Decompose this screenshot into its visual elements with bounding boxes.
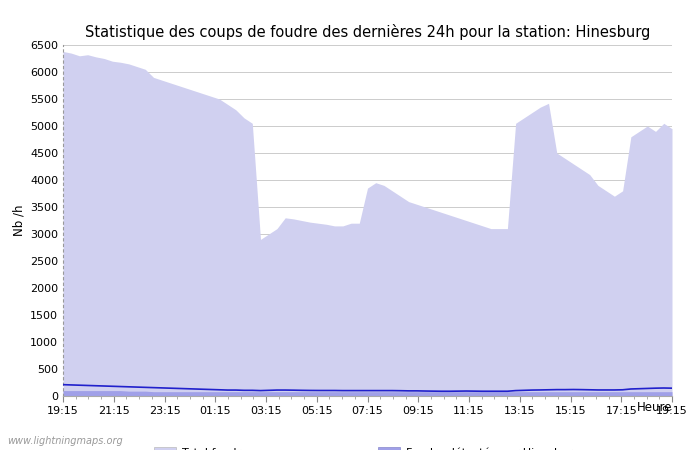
Title: Statistique des coups de foudre des dernières 24h pour la station: Hinesburg: Statistique des coups de foudre des dern… — [85, 24, 650, 40]
Text: www.lightningmaps.org: www.lightningmaps.org — [7, 436, 122, 446]
Y-axis label: Nb /h: Nb /h — [13, 205, 26, 236]
Legend: Total foudre, Moyenne de toutes les stations, Foudre détectée par Hinesburg: Total foudre, Moyenne de toutes les stat… — [154, 447, 580, 450]
Text: Heure: Heure — [636, 401, 672, 414]
